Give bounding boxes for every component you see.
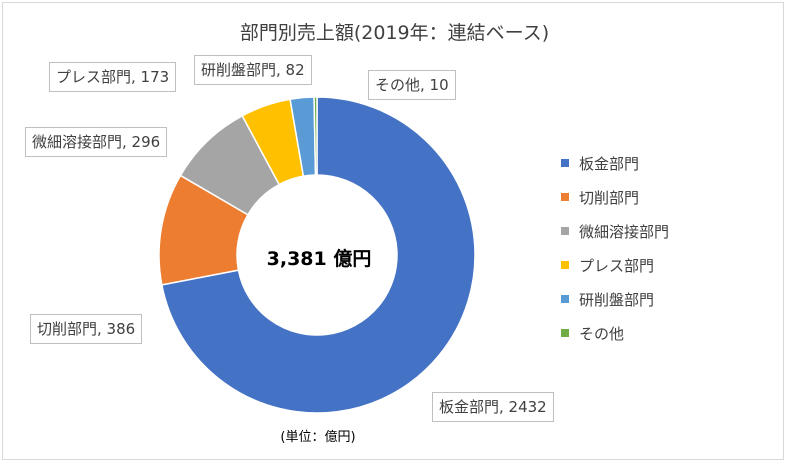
legend-swatch bbox=[561, 261, 569, 269]
center-total: 3,381 億円 bbox=[266, 248, 372, 270]
data-label-grinder: 研削盤部門, 82 bbox=[194, 55, 312, 85]
legend: 板金部門 切削部門 微細溶接部門 プレス部門 研削盤部門 その他 bbox=[561, 146, 669, 350]
legend-item: プレス部門 bbox=[561, 248, 669, 282]
data-label-cutting: 切削部門, 386 bbox=[30, 314, 143, 344]
legend-item: 板金部門 bbox=[561, 146, 669, 180]
legend-item: 研削盤部門 bbox=[561, 282, 669, 316]
legend-label: その他 bbox=[579, 324, 625, 343]
unit-note: (単位：億円) bbox=[280, 430, 356, 445]
legend-item: 切削部門 bbox=[561, 180, 669, 214]
legend-swatch bbox=[561, 295, 569, 303]
legend-label: 板金部門 bbox=[579, 154, 640, 173]
slice-sheet-metal bbox=[160, 96, 476, 414]
legend-item: 微細溶接部門 bbox=[561, 214, 669, 248]
legend-item: その他 bbox=[561, 316, 669, 350]
legend-swatch bbox=[561, 227, 569, 235]
legend-swatch bbox=[561, 193, 569, 201]
data-label-sheet-metal: 板金部門, 2432 bbox=[432, 392, 554, 422]
data-label-micro-welding: 微細溶接部門, 296 bbox=[25, 127, 168, 157]
data-label-other: その他, 10 bbox=[368, 70, 456, 100]
slice-other bbox=[313, 96, 318, 176]
legend-label: 微細溶接部門 bbox=[579, 222, 670, 241]
data-label-press: プレス部門, 173 bbox=[49, 62, 177, 92]
legend-swatch bbox=[561, 329, 569, 337]
legend-label: プレス部門 bbox=[579, 256, 655, 275]
chart-frame bbox=[2, 2, 784, 460]
legend-label: 切削部門 bbox=[579, 188, 640, 207]
legend-label: 研削盤部門 bbox=[579, 290, 655, 309]
legend-swatch bbox=[561, 159, 569, 167]
chart-title: 部門別売上額(2019年：連結ベース) bbox=[239, 22, 550, 44]
